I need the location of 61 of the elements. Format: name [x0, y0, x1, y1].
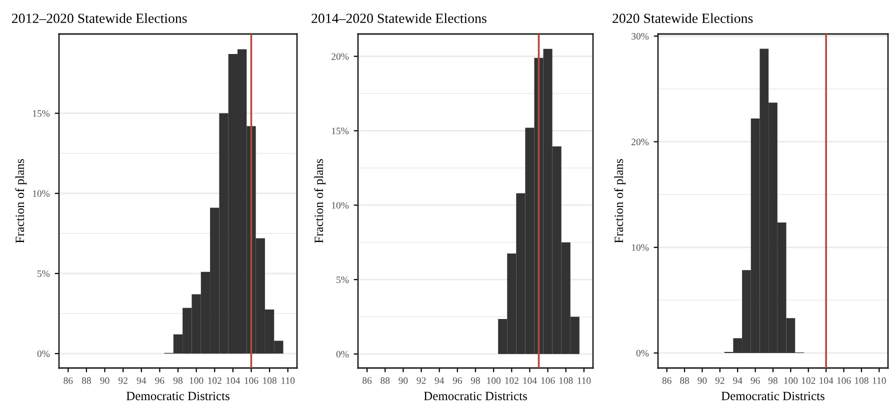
x-tick-label: 108 — [263, 377, 276, 384]
x-tick-label: 110 — [872, 377, 886, 384]
y-axis-title: Fraction of plans — [614, 159, 626, 243]
y-tick-label: 0% — [37, 350, 50, 358]
x-tick-label: 88 — [680, 377, 690, 384]
x-tick-label: 92 — [416, 377, 426, 384]
x-tick-label: 100 — [784, 377, 798, 384]
x-tick-label: 90 — [398, 377, 408, 384]
y-tick-label: 0% — [336, 350, 349, 358]
x-tick-label: 110 — [578, 377, 591, 384]
y-tick-label: 30% — [632, 33, 649, 40]
x-tick-label: 96 — [750, 377, 760, 384]
x-tick-label: 106 — [541, 377, 555, 384]
x-tick-label: 92 — [118, 377, 128, 384]
x-tick-label: 94 — [434, 377, 444, 384]
x-tick-label: 104 — [820, 377, 834, 384]
y-tick-label: 5% — [38, 270, 50, 277]
y-tick-label: 0% — [636, 350, 649, 356]
x-tick-label: 98 — [470, 377, 480, 384]
x-tick-label: 108 — [559, 377, 573, 384]
x-tick-label: 94 — [733, 377, 742, 384]
x-tick-label: 98 — [768, 377, 778, 384]
x-tick-label: 86 — [662, 377, 672, 384]
x-axis-title: Democratic Districts — [126, 392, 230, 400]
chart-title: 2014–2020 Statewide Elections — [312, 13, 486, 24]
x-tick-label: 106 — [837, 377, 851, 384]
y-tick-label: 10% — [332, 202, 349, 209]
y-tick-label: 15% — [332, 128, 349, 134]
y-tick-label: 15% — [33, 110, 50, 117]
x-tick-label: 104 — [226, 377, 240, 384]
x-tick-label: 86 — [362, 377, 372, 384]
x-tick-label: 102 — [802, 377, 816, 384]
y-tick-label: 20% — [632, 138, 649, 146]
x-tick-label: 100 — [190, 377, 204, 384]
x-tick-label: 102 — [208, 377, 222, 384]
y-axis-title: Fraction of plans — [15, 159, 27, 243]
x-tick-label: 86 — [64, 377, 73, 384]
x-tick-label: 100 — [487, 377, 500, 384]
x-tick-label: 96 — [452, 377, 462, 384]
x-tick-label: 98 — [173, 377, 182, 384]
y-tick-label: 20% — [332, 53, 349, 60]
x-axis-title: Democratic Districts — [424, 392, 527, 400]
x-tick-label: 94 — [136, 377, 146, 384]
x-tick-label: 90 — [698, 377, 707, 384]
x-tick-label: 90 — [100, 377, 110, 384]
y-axis-title: Fraction of plans — [314, 159, 326, 243]
x-tick-label: 96 — [155, 377, 164, 384]
y-tick-label: 10% — [632, 244, 649, 251]
x-tick-label: 106 — [244, 377, 258, 384]
x-tick-label: 108 — [855, 377, 868, 384]
x-tick-label: 88 — [82, 377, 91, 384]
y-tick-label: 5% — [336, 276, 349, 284]
x-tick-label: 102 — [505, 377, 518, 384]
y-tick-label: 10% — [33, 190, 50, 197]
x-tick-label: 104 — [523, 377, 537, 384]
x-tick-label: 110 — [282, 377, 295, 384]
x-tick-label: 88 — [380, 377, 390, 384]
chart-title: 2020 Statewide Elections — [612, 13, 753, 24]
chart-title: 2012–2020 Statewide Elections — [12, 13, 187, 24]
x-tick-label: 92 — [715, 377, 724, 384]
x-axis-title: Democratic Districts — [721, 392, 824, 400]
